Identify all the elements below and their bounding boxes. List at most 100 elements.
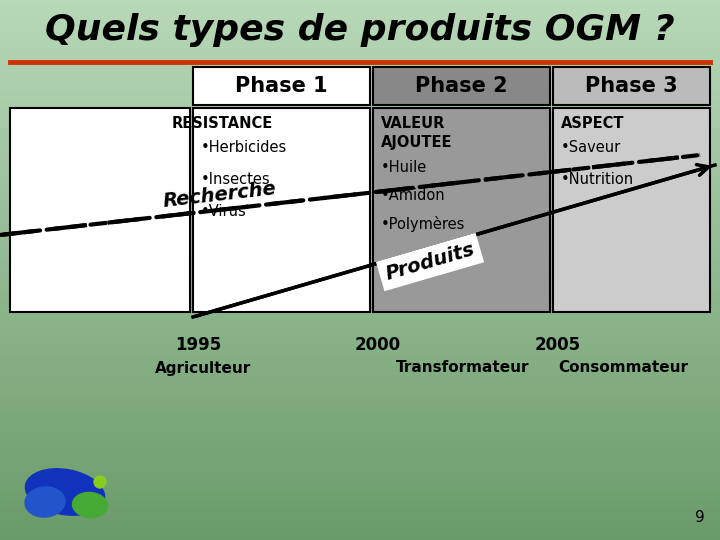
Bar [0, 303, 720, 304]
Bar [0, 98, 720, 99]
Bar [0, 296, 720, 297]
Bar [0, 145, 720, 146]
Bar [0, 97, 720, 98]
Bar [0, 243, 720, 244]
Bar [0, 456, 720, 457]
Bar [0, 67, 720, 68]
Bar [0, 365, 720, 366]
Bar [0, 519, 720, 520]
Bar [0, 180, 720, 181]
Bar [0, 199, 720, 200]
Bar [0, 283, 720, 284]
Bar [0, 422, 720, 423]
Bar [0, 234, 720, 235]
Bar [0, 31, 720, 32]
Bar [0, 36, 720, 37]
Bar [0, 400, 720, 401]
Bar [0, 395, 720, 396]
Bar [0, 511, 720, 512]
Bar [0, 276, 720, 277]
Bar [0, 42, 720, 43]
Bar [0, 378, 720, 379]
Bar [0, 206, 720, 207]
Bar [0, 170, 720, 171]
Bar [0, 34, 720, 35]
Bar [0, 498, 720, 499]
Bar [0, 421, 720, 422]
Bar [0, 322, 720, 323]
Bar [0, 24, 720, 25]
Bar [0, 431, 720, 432]
Bar [0, 244, 720, 245]
Bar [0, 386, 720, 387]
Bar [0, 58, 720, 59]
Bar [0, 1, 720, 2]
Bar [0, 324, 720, 325]
Bar [193, 67, 370, 105]
Bar [0, 398, 720, 399]
Bar [0, 14, 720, 15]
Bar [0, 196, 720, 197]
Bar [0, 391, 720, 392]
Bar [0, 449, 720, 450]
Bar [0, 479, 720, 480]
Bar [0, 181, 720, 182]
Bar [0, 407, 720, 408]
Bar [0, 150, 720, 151]
Bar [0, 292, 720, 293]
Bar [0, 497, 720, 498]
Text: Consommateur: Consommateur [558, 361, 688, 375]
Bar [0, 164, 720, 165]
Bar [0, 106, 720, 107]
Bar [0, 201, 720, 202]
Bar [0, 506, 720, 507]
Bar [0, 103, 720, 104]
Bar [0, 390, 720, 391]
Bar [0, 262, 720, 263]
Bar [0, 141, 720, 142]
Bar [0, 346, 720, 347]
Bar [0, 278, 720, 279]
Bar [0, 473, 720, 474]
Bar [0, 169, 720, 170]
Bar [0, 474, 720, 475]
Bar [0, 274, 720, 275]
Text: RESISTANCE: RESISTANCE [172, 116, 273, 131]
Bar [0, 113, 720, 114]
Bar [0, 101, 720, 102]
Bar [0, 464, 720, 465]
Bar [0, 134, 720, 135]
Bar [0, 165, 720, 166]
Bar [0, 249, 720, 250]
Bar [0, 484, 720, 485]
Bar [0, 375, 720, 376]
Bar [0, 102, 720, 103]
Bar [0, 485, 720, 486]
Bar [0, 151, 720, 152]
Bar [0, 132, 720, 133]
Bar [0, 502, 720, 503]
Bar [0, 94, 720, 95]
Bar [0, 17, 720, 18]
Bar [0, 60, 720, 61]
Bar [0, 471, 720, 472]
Bar [0, 458, 720, 459]
Bar [0, 252, 720, 253]
Bar [0, 482, 720, 483]
Bar [0, 142, 720, 143]
Bar [0, 277, 720, 278]
Bar [0, 477, 720, 478]
Bar [0, 15, 720, 16]
Bar [0, 171, 720, 172]
Bar [0, 3, 720, 4]
Bar [0, 87, 720, 88]
Text: •Saveur: •Saveur [561, 140, 621, 155]
Bar [0, 128, 720, 129]
Bar [0, 306, 720, 307]
Bar [0, 516, 720, 517]
Bar [0, 428, 720, 429]
Bar [0, 178, 720, 179]
Bar [0, 508, 720, 509]
Bar [0, 305, 720, 306]
Bar [0, 300, 720, 301]
